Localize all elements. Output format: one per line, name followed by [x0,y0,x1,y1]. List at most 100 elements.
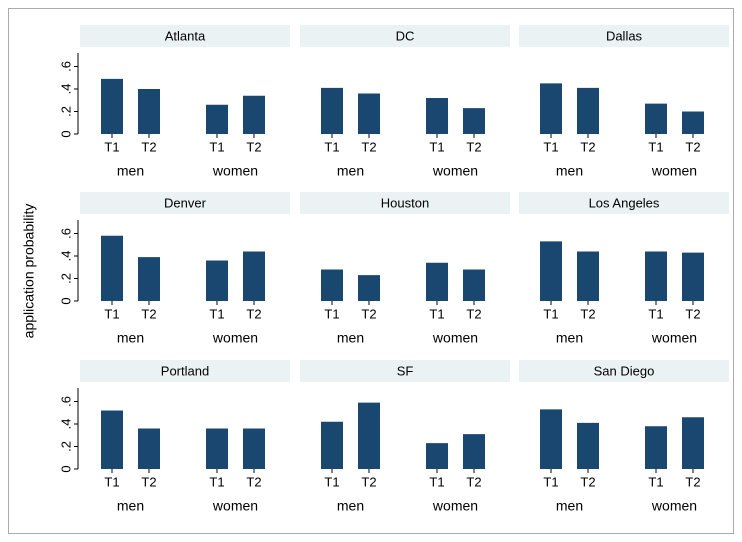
group-label: men [556,163,583,179]
group-label: women [212,163,258,179]
panel-header [300,360,510,382]
bar [540,83,562,134]
panel-header [519,192,729,214]
x-tick-label: T1 [543,306,558,321]
x-tick-label: T2 [685,139,700,154]
panel-title: DC [396,28,415,43]
bar [243,428,265,469]
x-tick-label: T1 [324,306,339,321]
panel-header [80,25,290,47]
group-label: men [556,498,583,514]
group-label: men [337,498,364,514]
x-tick-label: T1 [429,306,444,321]
bar [321,421,343,469]
group-label: women [432,498,478,514]
panel-title: Los Angeles [589,195,660,210]
group-label: women [432,330,478,346]
x-tick-label: T2 [361,139,376,154]
x-tick-label: T1 [209,306,224,321]
panel-header [300,192,510,214]
bar [426,98,448,134]
group-label: men [117,330,144,346]
bar [426,262,448,301]
x-tick-label: T2 [580,139,595,154]
x-tick-label: T1 [209,139,224,154]
group-label: men [556,330,583,346]
bar [540,409,562,469]
x-tick-label: T2 [685,474,700,489]
x-tick-label: T2 [580,474,595,489]
panel-title: Portland [161,363,209,378]
y-axis-label: application probability [21,204,37,339]
group-label: women [651,498,697,514]
y-tick-label: 0 [58,130,73,137]
bar [682,417,704,469]
y-tick-label: .2 [58,441,73,452]
bar [206,428,228,469]
panel-header [80,360,290,382]
y-tick-label: .2 [58,273,73,284]
bar [321,87,343,134]
panel-title: SF [397,363,414,378]
y-tick-label: 0 [58,297,73,304]
x-tick-label: T2 [141,139,156,154]
x-tick-label: T2 [361,474,376,489]
panel-header [519,25,729,47]
x-tick-label: T1 [543,474,558,489]
panel-title: Denver [164,195,207,210]
panel-title: Atlanta [165,28,206,43]
bar [540,241,562,301]
x-tick-label: T1 [324,139,339,154]
group-label: men [117,498,144,514]
bar [358,93,380,134]
group-label: men [117,163,144,179]
panel-title: Dallas [606,28,643,43]
x-tick-label: T1 [648,474,663,489]
bar [645,251,667,301]
bar [682,111,704,134]
x-tick-label: T1 [429,474,444,489]
group-label: men [337,330,364,346]
bar [206,260,228,301]
group-label: women [651,163,697,179]
bar [138,257,160,301]
y-tick-label: .4 [58,251,73,262]
bar [577,87,599,134]
panel-header [300,25,510,47]
x-tick-label: T2 [466,474,481,489]
y-tick-label: .4 [58,419,73,430]
bar [138,428,160,469]
bar [138,89,160,134]
bar [243,251,265,301]
bar [682,252,704,301]
x-tick-label: T1 [209,474,224,489]
bar [101,78,123,134]
bar [206,104,228,134]
bar [577,251,599,301]
bar [358,275,380,301]
group-label: men [337,163,364,179]
bar [577,422,599,469]
x-tick-label: T2 [246,139,261,154]
x-tick-label: T1 [324,474,339,489]
x-tick-label: T2 [246,306,261,321]
x-tick-label: T1 [648,139,663,154]
panel-title: San Diego [594,363,655,378]
y-tick-label: .6 [58,228,73,239]
bar [321,269,343,301]
bar [463,434,485,469]
x-tick-label: T1 [429,139,444,154]
bar [243,95,265,134]
group-label: women [651,330,697,346]
bar [101,410,123,469]
x-tick-label: T2 [361,306,376,321]
group-label: women [212,330,258,346]
x-tick-label: T1 [104,474,119,489]
group-label: women [432,163,478,179]
bar [101,235,123,301]
x-tick-label: T2 [580,306,595,321]
y-tick-label: .2 [58,106,73,117]
panel-header [80,192,290,214]
y-tick-label: 0 [58,465,73,472]
